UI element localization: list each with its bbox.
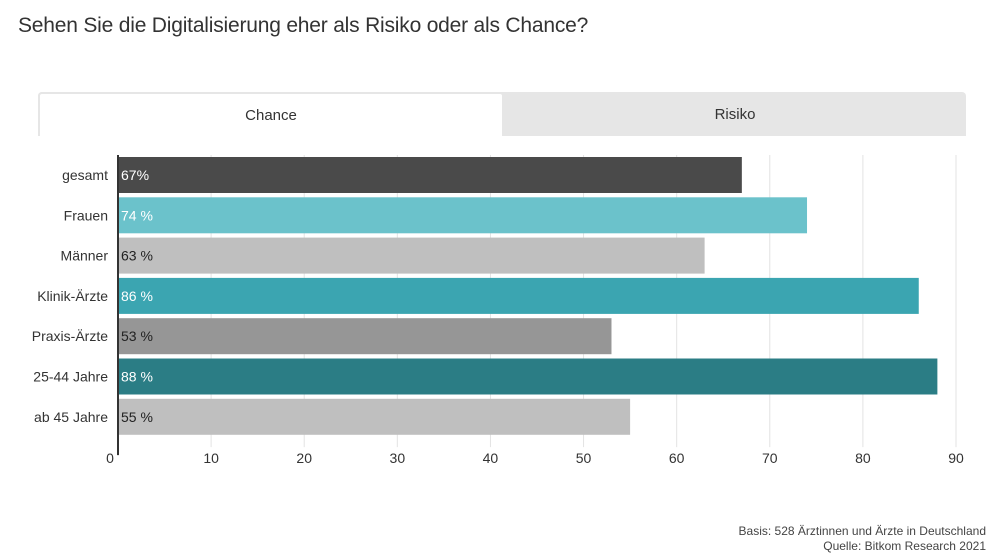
bar bbox=[118, 318, 612, 355]
tab-bar: Chance Risiko bbox=[38, 92, 966, 136]
footer-basis: Basis: 528 Ärztinnen und Ärzte in Deutsc… bbox=[738, 524, 986, 538]
bar bbox=[118, 398, 631, 435]
x-tick-label: 50 bbox=[576, 450, 592, 466]
bar-chart: 0 10 20 30 40 50 60 70 80 90 gesamt 67% Frauen 74 % Mä… bbox=[32, 155, 964, 466]
x-tick-label: 60 bbox=[669, 450, 685, 466]
chart-title: Sehen Sie die Digitalisierung eher als R… bbox=[18, 14, 589, 37]
bar bbox=[118, 237, 705, 274]
x-tick-label: 80 bbox=[855, 450, 871, 466]
bar bbox=[118, 197, 808, 234]
bar bbox=[118, 277, 919, 314]
data-label: 88 % bbox=[121, 369, 153, 385]
category-label: Männer bbox=[61, 248, 109, 264]
data-label: 55 % bbox=[121, 409, 153, 425]
data-label: 53 % bbox=[121, 328, 153, 344]
x-tick-label: 90 bbox=[948, 450, 964, 466]
tab-chance[interactable]: Chance bbox=[38, 92, 504, 136]
category-label: Praxis-Ärzte bbox=[32, 328, 108, 344]
x-tick-label: 40 bbox=[483, 450, 499, 466]
x-tick-label: 70 bbox=[762, 450, 778, 466]
category-label: Frauen bbox=[64, 207, 108, 223]
category-label: ab 45 Jahre bbox=[34, 409, 108, 425]
x-tick-label: 30 bbox=[390, 450, 406, 466]
bar bbox=[118, 157, 742, 193]
category-label: Klinik-Ärzte bbox=[37, 288, 108, 304]
x-tick-label: 10 bbox=[203, 450, 219, 466]
bar bbox=[118, 358, 938, 395]
data-label: 74 % bbox=[121, 207, 153, 223]
data-label: 63 % bbox=[121, 248, 153, 264]
category-label: gesamt bbox=[62, 167, 108, 183]
tab-risiko[interactable]: Risiko bbox=[714, 105, 756, 123]
category-label: 25-44 Jahre bbox=[33, 369, 108, 385]
footer: Basis: 528 Ärztinnen und Ärzte in Deutsc… bbox=[739, 524, 986, 554]
data-label: 67% bbox=[121, 167, 149, 183]
x-tick-label: 20 bbox=[296, 450, 312, 466]
footer-source: Quelle: Bitkom Research 2021 bbox=[823, 539, 986, 553]
data-label: 86 % bbox=[121, 288, 153, 304]
x-tick-label: 0 bbox=[106, 450, 114, 466]
